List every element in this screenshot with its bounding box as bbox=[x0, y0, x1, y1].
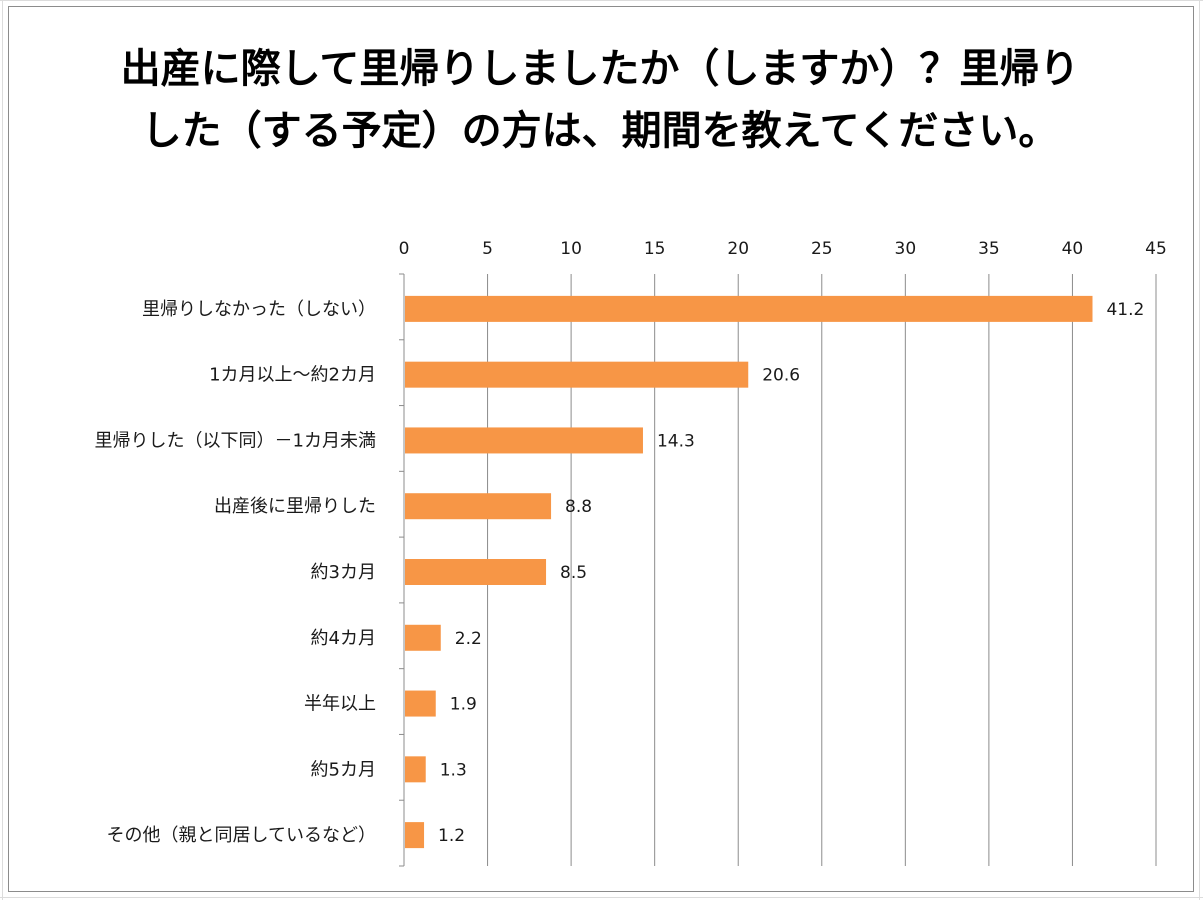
x-tick-label: 10 bbox=[560, 239, 582, 259]
data-label: 14.3 bbox=[657, 431, 695, 451]
x-tick-label: 25 bbox=[811, 239, 833, 259]
category-label: その他（親と同居しているなど） bbox=[107, 825, 376, 846]
bar bbox=[405, 295, 1093, 322]
bar bbox=[405, 427, 643, 454]
x-tick-label: 35 bbox=[978, 239, 1000, 259]
category-label: 半年以上 bbox=[304, 694, 376, 715]
x-tick-label: 0 bbox=[399, 239, 410, 259]
x-tick-label: 40 bbox=[1062, 239, 1084, 259]
chart-title: 出産に際して里帰りしましたか（しますか）？里帰りした（する予定）の方は、期間を教… bbox=[120, 46, 1080, 154]
sheet-gridline bbox=[1199, 0, 1200, 900]
x-tick-label: 45 bbox=[1145, 239, 1167, 259]
bar bbox=[405, 756, 426, 783]
data-label: 41.2 bbox=[1106, 300, 1144, 320]
category-label: 出産後に里帰りした bbox=[214, 496, 376, 517]
data-label: 1.2 bbox=[438, 826, 465, 846]
x-tick-label: 5 bbox=[482, 239, 493, 259]
x-tick-label: 30 bbox=[895, 239, 917, 259]
category-label: 約3カ月 bbox=[311, 562, 376, 583]
data-label: 8.5 bbox=[560, 563, 587, 583]
category-label: 1カ月以上～約2カ月 bbox=[209, 365, 376, 386]
category-label: 里帰りした（以下同）－1カ月未満 bbox=[95, 430, 376, 451]
x-tick-label: 20 bbox=[727, 239, 749, 259]
data-label: 20.6 bbox=[762, 366, 800, 386]
bar bbox=[405, 361, 749, 388]
sheet-gridline bbox=[0, 897, 1203, 898]
bar bbox=[405, 690, 436, 717]
bar bbox=[405, 493, 552, 520]
category-label: 里帰りしなかった（しない） bbox=[142, 299, 376, 320]
data-label: 1.3 bbox=[440, 760, 467, 780]
x-tick-label: 15 bbox=[644, 239, 666, 259]
sheet-gridline bbox=[2, 0, 3, 900]
category-label: 約4カ月 bbox=[311, 628, 376, 649]
data-label: 1.9 bbox=[450, 695, 477, 715]
category-label: 約5カ月 bbox=[311, 759, 376, 780]
data-label: 8.8 bbox=[565, 497, 592, 517]
sheet-gridline bbox=[0, 0, 1203, 1]
data-label: 2.2 bbox=[455, 629, 482, 649]
bar bbox=[405, 822, 425, 849]
bar bbox=[405, 624, 441, 651]
bar bbox=[405, 559, 547, 585]
